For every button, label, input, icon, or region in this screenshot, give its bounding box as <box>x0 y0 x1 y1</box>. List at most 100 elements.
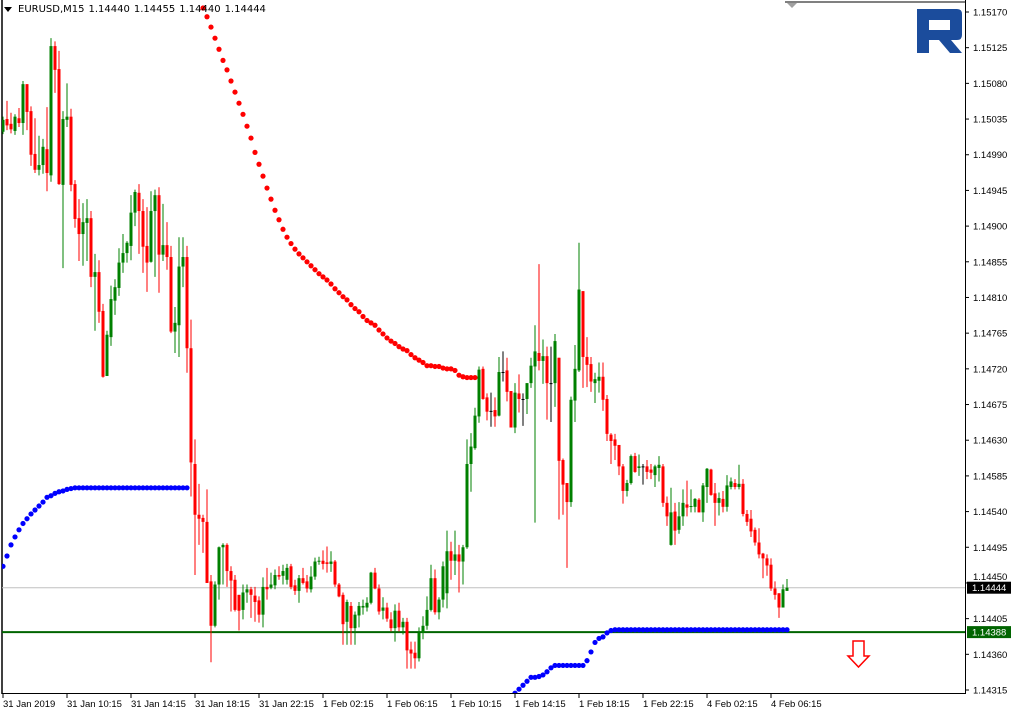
sar-dot <box>148 485 154 491</box>
sar-dot <box>424 363 430 369</box>
sar-dot <box>96 485 102 491</box>
broker-logo <box>917 9 962 53</box>
candle-body <box>369 572 373 603</box>
candle-body <box>153 195 157 212</box>
candle <box>561 458 565 515</box>
candle-body <box>25 84 29 112</box>
time-tick-label: 1 Feb 14:15 <box>515 699 566 710</box>
sar-dot <box>160 485 166 491</box>
time-tick-label: 1 Feb 06:15 <box>387 699 438 710</box>
candle-body <box>161 245 165 255</box>
candle <box>57 50 61 185</box>
candle-body <box>173 322 177 332</box>
candle <box>385 602 389 622</box>
sar-dot <box>640 627 646 633</box>
candle <box>345 599 349 645</box>
sar-dot <box>432 363 438 370</box>
candle <box>785 578 789 591</box>
candle-body <box>225 544 229 572</box>
sar-dot <box>412 355 418 361</box>
sar-dot <box>212 35 218 41</box>
sar-dot <box>320 274 326 280</box>
sar-dot <box>460 374 466 380</box>
sar-dot <box>436 363 442 370</box>
chart-shift-marker-icon[interactable] <box>787 3 797 8</box>
candle-body <box>329 561 333 564</box>
candle <box>325 546 329 573</box>
candle-body <box>309 576 313 590</box>
candle <box>41 138 45 174</box>
candle <box>685 480 689 517</box>
bid-price-tag-label: 1.14444 <box>972 583 1006 594</box>
candle <box>737 464 741 490</box>
candle <box>181 237 185 288</box>
sar-dot <box>236 100 242 106</box>
candle <box>605 395 609 442</box>
candle <box>213 581 217 628</box>
candle <box>93 253 97 331</box>
candle <box>49 38 53 182</box>
candle-body <box>729 481 733 487</box>
candle-body <box>137 192 141 212</box>
time-tick-label: 31 Jan 14:15 <box>131 699 186 710</box>
sar-dot <box>540 672 546 678</box>
sar-dot <box>288 240 294 247</box>
sar-dot <box>756 627 762 633</box>
sar-dot <box>736 627 742 633</box>
price-tick-label: 1.14855 <box>973 257 1007 268</box>
sar-dot <box>80 485 86 491</box>
candle <box>493 397 497 427</box>
candle <box>513 383 517 434</box>
candle <box>449 541 453 580</box>
candle-body <box>41 146 45 166</box>
candle-body <box>221 544 225 548</box>
candle-body <box>233 579 237 610</box>
candle-body <box>489 410 493 412</box>
candle-body <box>721 498 725 507</box>
candle <box>161 203 165 261</box>
candle-body <box>13 116 17 131</box>
sar-dot <box>36 503 42 509</box>
symbol-menu-triangle-icon[interactable] <box>4 7 12 12</box>
candle-body <box>101 310 105 377</box>
sar-dot <box>140 485 146 491</box>
sar-dot <box>612 627 618 633</box>
candle-body <box>77 218 81 235</box>
candle-body <box>69 116 73 185</box>
sar-dot <box>284 234 290 240</box>
time-tick-label: 4 Feb 02:15 <box>707 699 758 710</box>
candle-body <box>645 466 649 472</box>
candle <box>313 557 317 580</box>
sar-dot <box>712 627 718 633</box>
sar-dot <box>116 485 122 491</box>
candle <box>77 199 81 261</box>
sar-dot <box>468 374 474 381</box>
candle-body <box>593 379 597 384</box>
candle-body <box>353 614 357 629</box>
candle <box>253 586 257 622</box>
candle-body <box>109 299 113 338</box>
sar-dot <box>108 485 114 491</box>
candle <box>281 564 285 585</box>
sar-dot <box>304 259 310 265</box>
candle-body <box>273 575 277 586</box>
candle-body <box>541 356 545 361</box>
candle <box>649 464 653 480</box>
sar-dot <box>628 627 634 633</box>
candle <box>333 559 337 587</box>
candle-body <box>681 502 685 517</box>
sar-dot <box>528 674 534 680</box>
sar-dot <box>168 485 174 491</box>
candle <box>741 479 745 517</box>
candle <box>185 245 189 373</box>
candle-body <box>289 566 293 587</box>
candle-body <box>149 211 153 262</box>
candle <box>117 248 121 296</box>
candle-body <box>429 578 433 610</box>
candle-body <box>433 578 437 613</box>
candle-body <box>733 483 737 487</box>
sar-dot <box>404 348 410 354</box>
sar-dot <box>704 627 710 633</box>
candle-body <box>485 397 489 412</box>
